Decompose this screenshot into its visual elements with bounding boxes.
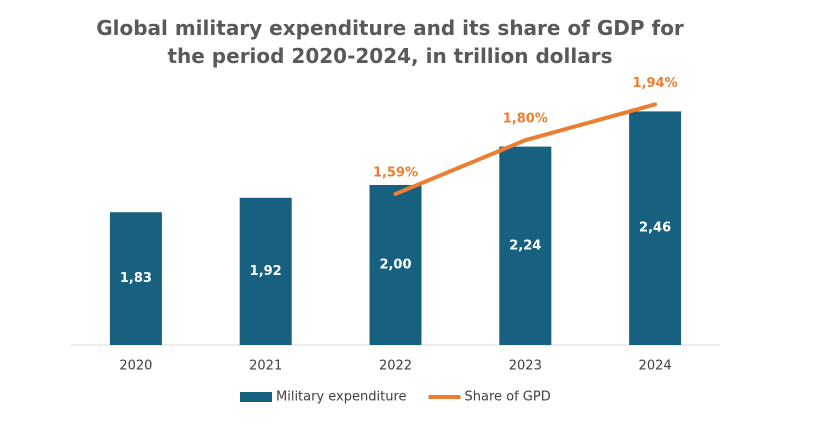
x-tick-label: 2024 bbox=[639, 359, 672, 374]
line bbox=[393, 102, 658, 196]
data-label: 2,46 bbox=[639, 221, 671, 236]
data-label: 1,83 bbox=[120, 271, 152, 286]
chart-title: Global military expenditure and its shar… bbox=[96, 16, 684, 68]
bar bbox=[109, 212, 162, 345]
legend-swatch bbox=[240, 392, 272, 402]
x-tick-label: 2020 bbox=[119, 359, 152, 374]
data-label: 2,24 bbox=[509, 238, 541, 253]
x-tick-label: 2022 bbox=[379, 359, 412, 374]
x-tick-label: 2021 bbox=[249, 359, 282, 374]
x-tick-label: 2023 bbox=[509, 359, 542, 374]
bar bbox=[239, 197, 292, 345]
data-label: 1,59% bbox=[373, 165, 418, 180]
data-label: 1,92 bbox=[250, 264, 282, 279]
data-label: 1,94% bbox=[633, 76, 678, 91]
bar bbox=[499, 146, 552, 345]
data-label: 1,80% bbox=[503, 112, 548, 127]
data-label: 2,00 bbox=[379, 258, 411, 273]
legend-label: Share of GPD bbox=[465, 390, 551, 405]
bar bbox=[369, 185, 422, 345]
bar bbox=[629, 111, 682, 346]
legend-label: Military expenditure bbox=[276, 390, 407, 405]
